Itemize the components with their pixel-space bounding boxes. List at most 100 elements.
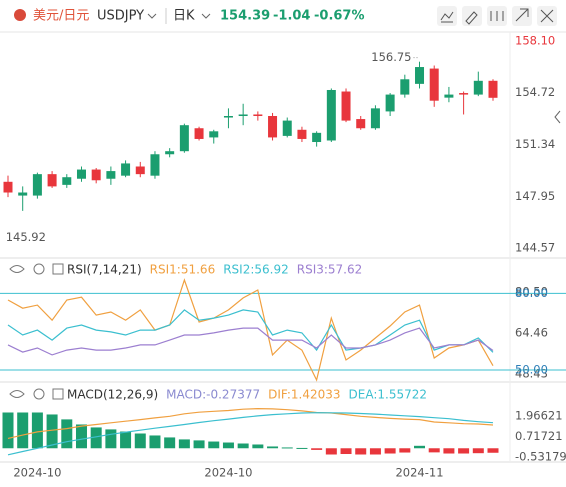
pen-button[interactable] <box>462 6 482 26</box>
dropdown-arrow[interactable] <box>147 13 157 19</box>
rsi-line <box>7 278 494 382</box>
price-change: -1.04 <box>273 9 310 24</box>
macd-bar <box>443 448 455 454</box>
macd-bar <box>355 448 367 455</box>
legend-entry: RSI2:56.92 <box>223 263 289 277</box>
y-tick-label: 154.72 <box>515 85 555 99</box>
macd-bar <box>61 419 73 449</box>
candle-body <box>47 174 57 187</box>
gear-icon[interactable] <box>33 388 45 400</box>
box-icon[interactable] <box>52 388 64 400</box>
candle-body <box>150 154 160 176</box>
symbol[interactable]: USDJPY <box>97 9 144 24</box>
level-label: 80.00 <box>515 286 548 300</box>
period[interactable]: 日K <box>173 9 195 24</box>
eye-icon[interactable] <box>9 390 25 398</box>
candle-body <box>91 169 101 181</box>
macd-bar <box>384 448 396 454</box>
x-tick-label: 2024-10 <box>204 466 252 480</box>
candle-body <box>444 94 454 98</box>
symbol-name[interactable]: 美元/日元 <box>33 9 89 24</box>
rsi-line <box>7 309 494 353</box>
y-tick-label: 147.95 <box>515 189 555 203</box>
macd-bar <box>178 439 190 449</box>
macd-bar <box>134 433 146 449</box>
macd-bar <box>46 414 58 449</box>
candle-body <box>76 169 86 179</box>
candle-body <box>415 67 425 84</box>
icon <box>440 11 454 23</box>
macd-bar <box>2 412 14 449</box>
macd-bar <box>340 448 352 455</box>
y-tick-label: 151.34 <box>515 137 555 151</box>
macd-bar <box>267 446 279 449</box>
rsi-title: RSI(7,14,21) <box>67 263 142 277</box>
y-tick-label: 64.46 <box>515 326 548 340</box>
candle-body <box>282 120 292 136</box>
rsi-line <box>7 327 494 356</box>
fullscreen-button[interactable] <box>512 6 532 26</box>
x-tick-label: 2024-11 <box>395 466 443 480</box>
candle-body <box>473 80 483 95</box>
legend-entry: MACD:-0.27377 <box>166 388 260 402</box>
candle-body <box>356 119 366 129</box>
macd-bar <box>149 435 161 449</box>
dropdown-arrow[interactable] <box>201 13 211 19</box>
candle-body <box>385 94 395 112</box>
annotation: 145.92 <box>6 230 46 244</box>
candle-body <box>194 128 204 139</box>
annotation: 156.75 <box>371 50 411 64</box>
candle-body <box>223 116 233 118</box>
candle-body <box>18 192 28 196</box>
macd-bar <box>222 442 234 449</box>
macd-bar <box>428 448 440 453</box>
legend-entry: RSI3:57.62 <box>297 263 363 277</box>
legend-entry: DEA:1.55722 <box>349 388 428 402</box>
candle-body <box>209 131 219 138</box>
last-price: 154.39 <box>220 9 270 24</box>
candle-body <box>370 108 380 129</box>
candle-body <box>341 91 351 121</box>
macd-bar <box>75 424 87 449</box>
candle-body <box>62 177 72 185</box>
candle-body <box>179 125 189 152</box>
eye-icon[interactable] <box>9 265 25 273</box>
box-icon[interactable] <box>52 263 64 275</box>
collapse-arrow[interactable] <box>554 110 561 124</box>
x-tick-label: 2024-10 <box>13 466 61 480</box>
macd-bar <box>17 412 29 449</box>
macd-bar <box>281 447 293 449</box>
macd-bar <box>414 445 426 449</box>
candle-body <box>32 174 42 196</box>
rsi-header: RSI(7,14,21) <box>9 263 142 277</box>
y-tick-label: 80.50 <box>515 285 548 299</box>
flag-icon <box>14 9 26 21</box>
candle-body <box>121 163 131 176</box>
level-label: 50.00 <box>515 362 548 376</box>
candle-body <box>488 80 498 98</box>
candle-body <box>326 89 336 141</box>
candle-body <box>253 114 263 117</box>
y-tick-label: 1.96621 <box>515 409 563 423</box>
macd-bar <box>472 448 484 454</box>
macd-header: MACD(12,26,9) <box>9 388 158 402</box>
macd-bar <box>90 427 102 449</box>
gear-icon[interactable] <box>33 263 45 275</box>
macd-bar <box>252 444 264 449</box>
macd-line <box>7 412 494 456</box>
macd-bar <box>296 447 308 449</box>
macd-bar <box>325 448 337 455</box>
macd-bar <box>237 443 249 449</box>
y-tick-label: 0.71721 <box>515 429 563 443</box>
icon <box>490 11 504 21</box>
y-tick-label: -0.53179 <box>515 449 566 463</box>
candle-body <box>3 181 13 193</box>
y-tick-label: 144.57 <box>515 241 555 255</box>
macd-bar <box>105 429 117 449</box>
candle-body <box>312 132 322 143</box>
macd-bar <box>487 448 499 453</box>
macd-line <box>7 407 494 439</box>
icon <box>465 11 478 25</box>
percent-change: -0.67% <box>314 9 365 24</box>
